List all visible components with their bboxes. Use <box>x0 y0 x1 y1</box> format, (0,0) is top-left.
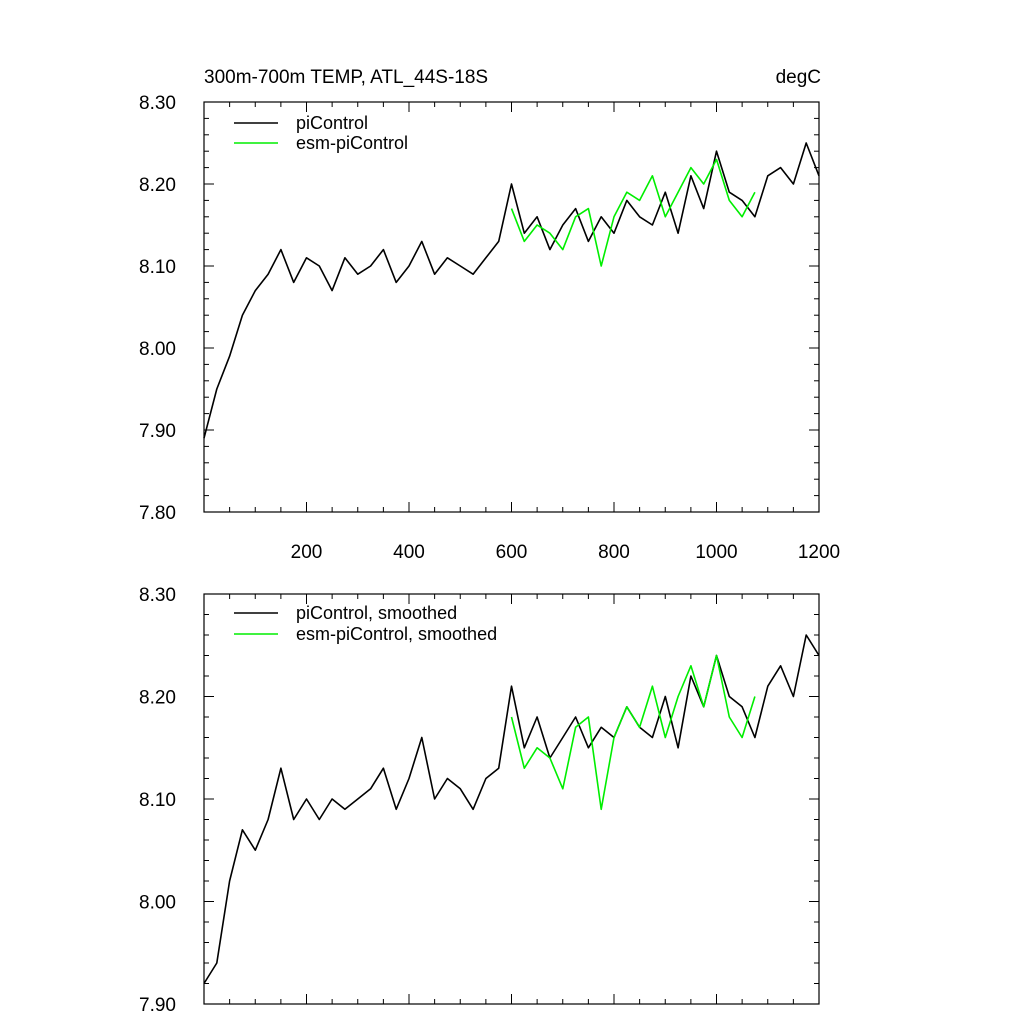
top-plot-frame <box>203 101 820 513</box>
x-tick-label: 200 <box>291 542 323 563</box>
y-tick-label: 8.20 <box>139 175 176 196</box>
y-tick-label: 8.30 <box>139 585 176 606</box>
y-tick-label: 7.90 <box>139 995 176 1016</box>
y-tick-label: 7.80 <box>139 503 176 524</box>
y-tick-label: 7.90 <box>139 421 176 442</box>
y-tick-label: 8.20 <box>139 688 176 709</box>
y-tick-label: 8.30 <box>139 93 176 114</box>
x-tick-label: 400 <box>393 542 425 563</box>
bottom-chart-panel: 7.90 8.00 8.10 8.20 8.30 piControl, smoothed… <box>139 585 820 1016</box>
bottom-plot-frame <box>203 593 820 1005</box>
series-line-picontrol-smoothed <box>203 634 820 984</box>
top-chart-panel: 300m-700m TEMP, ATL_44S-18S degC 7.80 7.9… <box>139 67 840 563</box>
top-series-group <box>203 142 820 439</box>
x-tick-label: 1200 <box>798 542 840 563</box>
y-tick-label: 8.00 <box>139 339 176 360</box>
y-tick-label: 8.10 <box>139 257 176 278</box>
units-label: degC <box>776 67 821 88</box>
legend-label-picontrol: piControl <box>296 113 368 133</box>
series-line-picontrol <box>203 142 820 439</box>
series-line-esm-picontrol-smoothed <box>510 654 756 811</box>
bottom-axis-ticks: 7.90 8.00 8.10 8.20 8.30 <box>139 585 820 1016</box>
legend-label-esm-picontrol-smoothed: esm-piControl, smoothed <box>296 624 497 644</box>
y-tick-label: 8.00 <box>139 893 176 914</box>
bottom-legend: piControl, smoothed esm-piControl, smoot… <box>234 603 497 644</box>
x-tick-label: 1000 <box>695 542 737 563</box>
x-tick-label: 600 <box>496 542 528 563</box>
chart-title: 300m-700m TEMP, ATL_44S-18S <box>204 67 488 88</box>
y-tick-label: 8.10 <box>139 790 176 811</box>
legend-label-picontrol-smoothed: piControl, smoothed <box>296 603 457 623</box>
x-tick-label: 800 <box>598 542 630 563</box>
top-legend: piControl esm-piControl <box>234 113 408 153</box>
top-axis-ticks: 7.80 7.90 8.00 8.10 8.20 8.30 200 400 600 800 1000… <box>139 93 840 563</box>
series-line-esm-picontrol <box>510 158 756 267</box>
legend-label-esm-picontrol: esm-piControl <box>296 133 408 153</box>
bottom-series-group <box>203 634 820 984</box>
